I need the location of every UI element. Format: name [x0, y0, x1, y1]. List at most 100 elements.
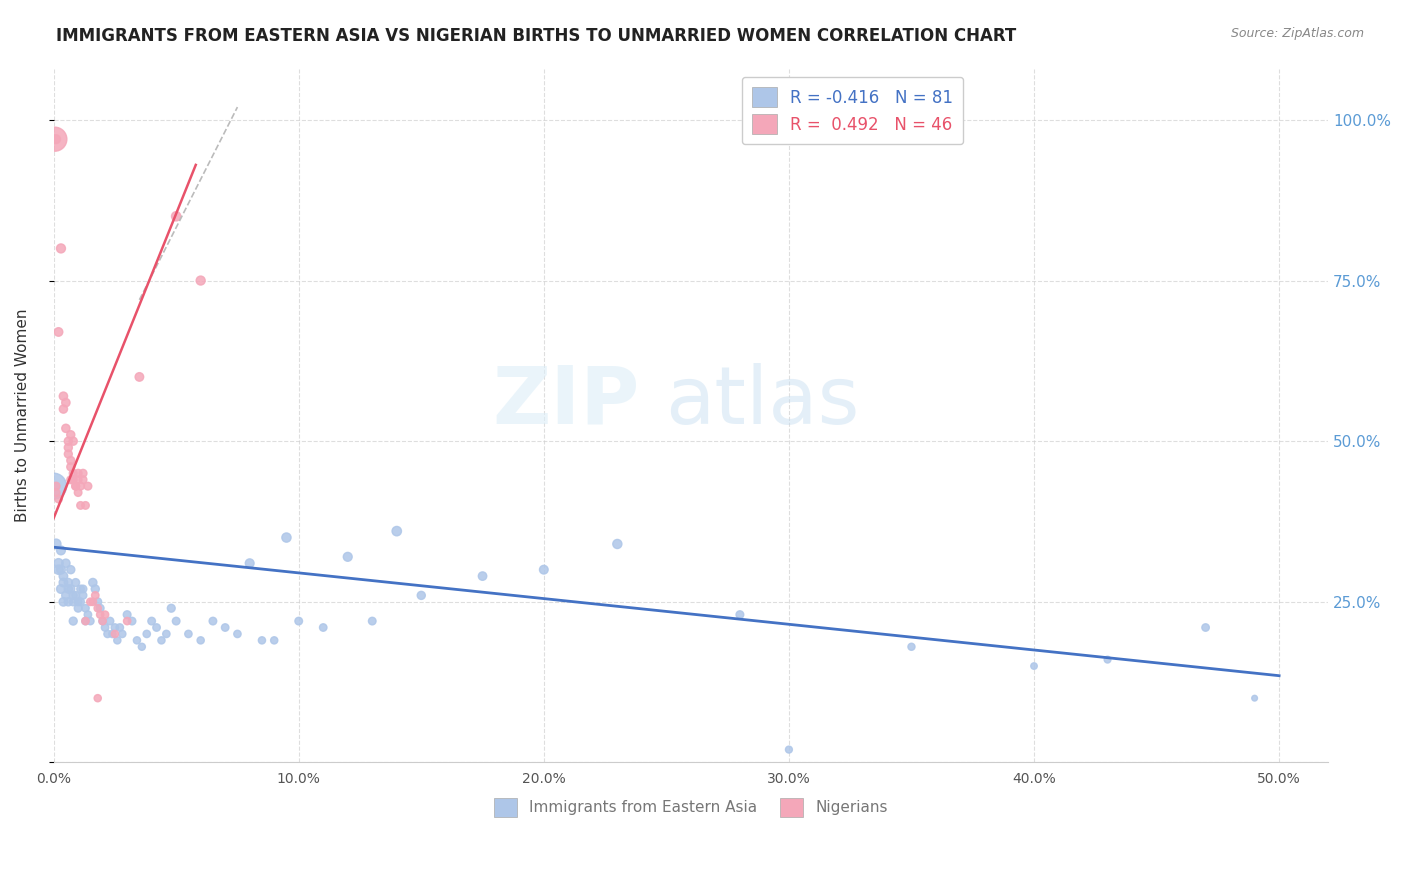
Text: ZIP: ZIP	[492, 363, 640, 441]
Point	[58, 575, 80, 590]
Point	[65, 479, 87, 493]
Point	[77, 479, 100, 493]
Point	[48, 556, 70, 570]
Point	[276, 531, 298, 545]
Point	[67, 473, 90, 487]
Y-axis label: Births to Unmarried Women: Births to Unmarried Women	[15, 309, 30, 522]
Point	[155, 627, 177, 641]
Text: atlas: atlas	[665, 363, 859, 441]
Point	[165, 614, 187, 628]
Legend: Immigrants from Eastern Asia, Nigerians: Immigrants from Eastern Asia, Nigerians	[486, 790, 896, 824]
Point	[533, 563, 555, 577]
Point	[1194, 620, 1216, 634]
Point	[49, 543, 72, 558]
Point	[77, 607, 100, 622]
Point	[62, 434, 84, 449]
Point	[65, 479, 87, 493]
Point	[385, 524, 408, 538]
Point	[55, 421, 77, 435]
Point	[62, 595, 84, 609]
Point	[67, 595, 90, 609]
Point	[49, 563, 72, 577]
Point	[75, 499, 97, 513]
Point	[128, 370, 150, 384]
Point	[361, 614, 384, 628]
Point	[94, 620, 117, 634]
Point	[62, 467, 84, 481]
Point	[287, 614, 309, 628]
Point	[150, 633, 173, 648]
Point	[131, 640, 153, 654]
Point	[115, 614, 138, 628]
Point	[67, 485, 90, 500]
Point	[141, 614, 163, 628]
Point	[145, 620, 167, 634]
Point	[62, 473, 84, 487]
Point	[728, 607, 751, 622]
Point	[84, 588, 107, 602]
Point	[96, 627, 118, 641]
Point	[190, 274, 212, 288]
Text: IMMIGRANTS FROM EASTERN ASIA VS NIGERIAN BIRTHS TO UNMARRIED WOMEN CORRELATION C: IMMIGRANTS FROM EASTERN ASIA VS NIGERIAN…	[56, 27, 1017, 45]
Point	[111, 627, 134, 641]
Point	[1097, 652, 1119, 666]
Point	[48, 325, 70, 339]
Text: Source: ZipAtlas.com: Source: ZipAtlas.com	[1230, 27, 1364, 40]
Point	[45, 479, 67, 493]
Point	[201, 614, 224, 628]
Point	[62, 614, 84, 628]
Point	[58, 595, 80, 609]
Point	[52, 402, 75, 417]
Point	[89, 607, 111, 622]
Point	[125, 633, 148, 648]
Point	[89, 601, 111, 615]
Point	[87, 691, 110, 706]
Point	[52, 595, 75, 609]
Point	[263, 633, 285, 648]
Point	[135, 627, 157, 641]
Point	[48, 491, 70, 506]
Point	[101, 627, 124, 641]
Point	[45, 537, 67, 551]
Point	[214, 620, 236, 634]
Point	[84, 582, 107, 596]
Point	[59, 582, 82, 596]
Point	[48, 563, 70, 577]
Point	[52, 389, 75, 403]
Point	[59, 427, 82, 442]
Point	[58, 582, 80, 596]
Point	[606, 537, 628, 551]
Point	[59, 563, 82, 577]
Point	[336, 549, 359, 564]
Point	[45, 485, 67, 500]
Point	[55, 395, 77, 409]
Point	[75, 614, 97, 628]
Point	[69, 499, 91, 513]
Point	[62, 588, 84, 602]
Point	[471, 569, 494, 583]
Point	[312, 620, 335, 634]
Point	[115, 607, 138, 622]
Point	[105, 633, 128, 648]
Point	[239, 556, 262, 570]
Point	[160, 601, 183, 615]
Point	[104, 620, 127, 634]
Point	[65, 588, 87, 602]
Point	[42, 479, 65, 493]
Point	[49, 242, 72, 256]
Point	[69, 582, 91, 596]
Point	[1243, 691, 1265, 706]
Point	[94, 607, 117, 622]
Point	[72, 467, 94, 481]
Point	[108, 620, 131, 634]
Point	[45, 132, 67, 146]
Point	[250, 633, 273, 648]
Point	[52, 575, 75, 590]
Point	[65, 575, 87, 590]
Point	[69, 479, 91, 493]
Point	[190, 633, 212, 648]
Point	[1022, 659, 1045, 673]
Point	[59, 453, 82, 467]
Point	[91, 614, 114, 628]
Point	[82, 595, 104, 609]
